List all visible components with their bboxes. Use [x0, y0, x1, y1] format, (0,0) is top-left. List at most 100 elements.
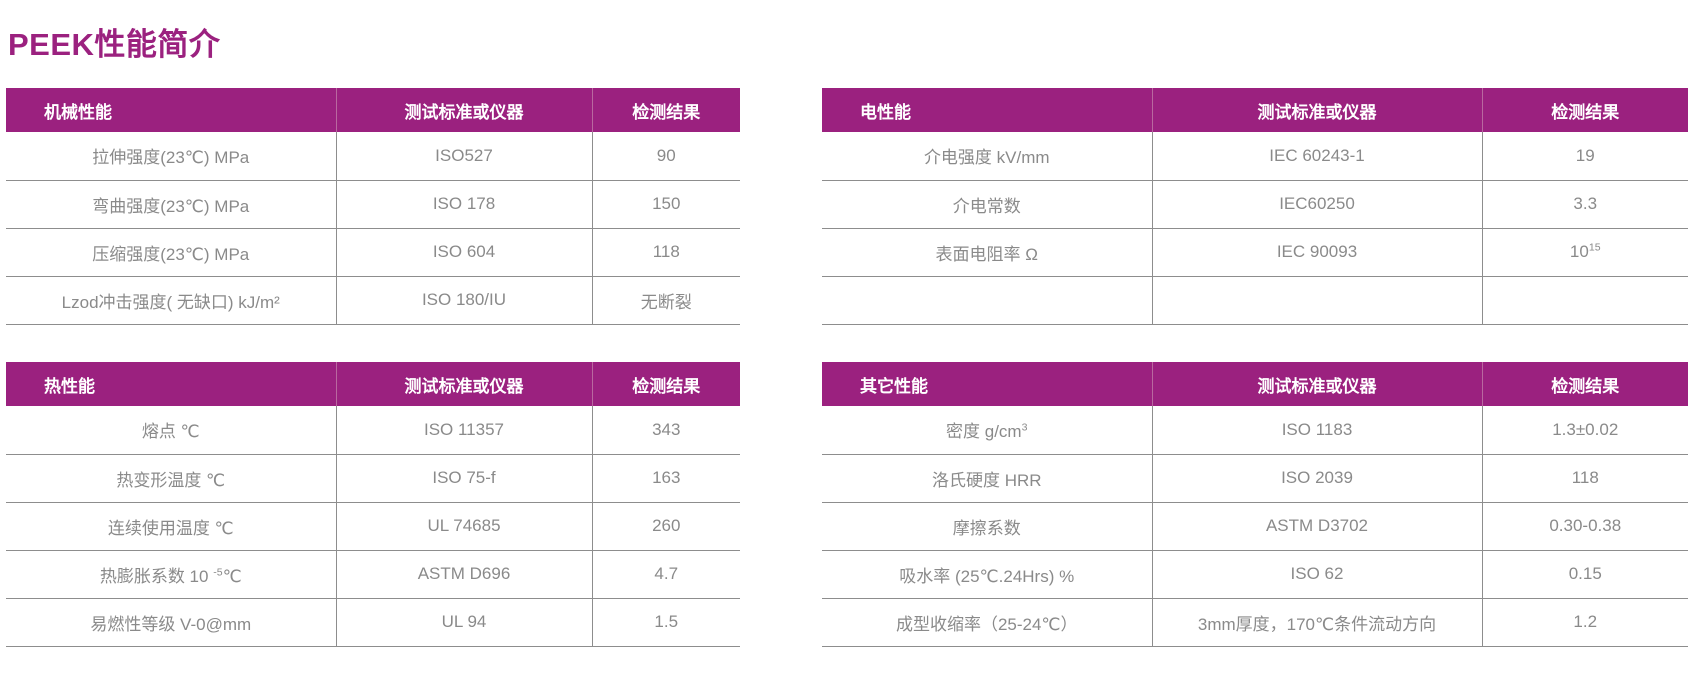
- cell-property: 成型收缩率（25-24℃）: [822, 598, 1153, 647]
- cell-property: 摩擦系数: [822, 502, 1153, 551]
- cell-standard: IEC 60243-1: [1152, 132, 1483, 181]
- table-row: 摩擦系数 ASTM D3702 0.30-0.38: [822, 502, 1688, 551]
- cell-standard: ISO 604: [336, 228, 593, 277]
- property-tail: ℃: [222, 566, 242, 586]
- table-row: 易燃性等级 V-0@mm UL 94 1.5: [6, 598, 740, 647]
- header-standard: 测试标准或仪器: [335, 88, 592, 132]
- cell-result: 150: [592, 180, 740, 229]
- cell-property: 压缩强度(23℃) MPa: [6, 228, 337, 277]
- table-row: 吸水率 (25℃.24Hrs) % ISO 62 0.15: [822, 550, 1688, 599]
- table-row: 介电常数 IEC60250 3.3: [822, 180, 1688, 229]
- cell-result: 0.30-0.38: [1482, 502, 1688, 551]
- mechanical-properties-table: 机械性能 测试标准或仪器 检测结果 拉伸强度(23℃) MPa ISO527 9…: [6, 88, 740, 325]
- table-header-row: 其它性能 测试标准或仪器 检测结果: [822, 362, 1688, 406]
- header-standard: 测试标准或仪器: [335, 362, 592, 406]
- cell-result: 无断裂: [592, 276, 740, 325]
- header-result: 检测结果: [1481, 88, 1688, 132]
- table-row: Lzod冲击强度( 无缺口) kJ/m² ISO 180/IU 无断裂: [6, 276, 740, 325]
- cell-property: 介电常数: [822, 180, 1153, 229]
- cell-standard: ISO 2039: [1152, 454, 1483, 503]
- cell-result: 118: [592, 228, 740, 277]
- header-standard: 测试标准或仪器: [1151, 88, 1482, 132]
- table-header-row: 热性能 测试标准或仪器 检测结果: [6, 362, 740, 406]
- cell-result: [1482, 276, 1688, 325]
- table-row: 弯曲强度(23℃) MPa ISO 178 150: [6, 180, 740, 229]
- cell-property: 易燃性等级 V-0@mm: [6, 598, 337, 647]
- thermal-properties-table: 热性能 测试标准或仪器 检测结果 熔点 ℃ ISO 11357 343 热变形温…: [6, 362, 740, 647]
- cell-standard: ASTM D3702: [1152, 502, 1483, 551]
- cell-property: 密度 g/cm3: [822, 406, 1153, 455]
- table-row: 拉伸强度(23℃) MPa ISO527 90: [6, 132, 740, 181]
- property-base: 密度 g/cm: [946, 422, 1022, 442]
- cell-standard: IEC 90093: [1152, 228, 1483, 277]
- cell-property: 弯曲强度(23℃) MPa: [6, 180, 337, 229]
- cell-standard: IEC60250: [1152, 180, 1483, 229]
- cell-standard: ISO 178: [336, 180, 593, 229]
- header-result: 检测结果: [591, 362, 740, 406]
- table-row: 熔点 ℃ ISO 11357 343: [6, 406, 740, 455]
- cell-standard: UL 94: [336, 598, 593, 647]
- cell-property: 连续使用温度 ℃: [6, 502, 337, 551]
- table-row: 密度 g/cm3 ISO 1183 1.3±0.02: [822, 406, 1688, 455]
- cell-result: 1.2: [1482, 598, 1688, 647]
- cell-result: 163: [592, 454, 740, 503]
- cell-result: 260: [592, 502, 740, 551]
- table-row-empty: [822, 276, 1688, 325]
- header-property: 其它性能: [822, 362, 1152, 406]
- cell-result: 3.3: [1482, 180, 1688, 229]
- cell-result: 1.3±0.02: [1482, 406, 1688, 455]
- cell-standard: ISO 75-f: [336, 454, 593, 503]
- table-row: 介电强度 kV/mm IEC 60243-1 19: [822, 132, 1688, 181]
- cell-result: 90: [592, 132, 740, 181]
- cell-standard: ISO527: [336, 132, 593, 181]
- table-row: 连续使用温度 ℃ UL 74685 260: [6, 502, 740, 551]
- header-standard: 测试标准或仪器: [1151, 362, 1482, 406]
- result-base: 10: [1569, 242, 1589, 261]
- page-title: PEEK性能简介: [8, 26, 221, 62]
- table-row: 热膨胀系数 10 -5℃ ASTM D696 4.7: [6, 550, 740, 599]
- cell-standard: ASTM D696: [336, 550, 593, 599]
- cell-property: 热变形温度 ℃: [6, 454, 337, 503]
- cell-property: 吸水率 (25℃.24Hrs) %: [822, 550, 1153, 599]
- cell-property: 拉伸强度(23℃) MPa: [6, 132, 337, 181]
- cell-standard: UL 74685: [336, 502, 593, 551]
- cell-property: 熔点 ℃: [6, 406, 337, 455]
- table-row: 热变形温度 ℃ ISO 75-f 163: [6, 454, 740, 503]
- table-row: 压缩强度(23℃) MPa ISO 604 118: [6, 228, 740, 277]
- cell-standard: ISO 180/IU: [336, 276, 593, 325]
- cell-result: 1015: [1482, 228, 1688, 277]
- header-property: 热性能: [6, 362, 336, 406]
- cell-property: 热膨胀系数 10 -5℃: [6, 550, 337, 599]
- electrical-properties-table: 电性能 测试标准或仪器 检测结果 介电强度 kV/mm IEC 60243-1 …: [822, 88, 1688, 325]
- cell-result: 19: [1482, 132, 1688, 181]
- table-row: 成型收缩率（25-24℃） 3mm厚度，170℃条件流动方向 1.2: [822, 598, 1688, 647]
- cell-result: 1.5: [592, 598, 740, 647]
- result-exponent: 15: [1588, 241, 1601, 254]
- cell-standard: ISO 11357: [336, 406, 593, 455]
- property-exponent: -5: [213, 565, 223, 578]
- table-header-row: 机械性能 测试标准或仪器 检测结果: [6, 88, 740, 132]
- other-properties-table: 其它性能 测试标准或仪器 检测结果 密度 g/cm3 ISO 1183 1.3±…: [822, 362, 1688, 647]
- cell-standard: 3mm厚度，170℃条件流动方向: [1152, 598, 1483, 647]
- cell-result: 343: [592, 406, 740, 455]
- cell-result: 118: [1482, 454, 1688, 503]
- property-exponent: 3: [1021, 421, 1028, 434]
- header-result: 检测结果: [1481, 362, 1688, 406]
- cell-property: 介电强度 kV/mm: [822, 132, 1153, 181]
- header-result: 检测结果: [591, 88, 740, 132]
- cell-standard: ISO 1183: [1152, 406, 1483, 455]
- property-base: 热膨胀系数 10: [99, 566, 214, 586]
- header-property: 电性能: [822, 88, 1152, 132]
- cell-property: [822, 276, 1153, 325]
- table-row: 表面电阻率 Ω IEC 90093 1015: [822, 228, 1688, 277]
- cell-property: 洛氏硬度 HRR: [822, 454, 1153, 503]
- cell-result: 4.7: [592, 550, 740, 599]
- cell-result: 0.15: [1482, 550, 1688, 599]
- table-row: 洛氏硬度 HRR ISO 2039 118: [822, 454, 1688, 503]
- cell-property: 表面电阻率 Ω: [822, 228, 1153, 277]
- cell-property: Lzod冲击强度( 无缺口) kJ/m²: [6, 276, 337, 325]
- table-header-row: 电性能 测试标准或仪器 检测结果: [822, 88, 1688, 132]
- cell-standard: ISO 62: [1152, 550, 1483, 599]
- cell-standard: [1152, 276, 1483, 325]
- header-property: 机械性能: [6, 88, 336, 132]
